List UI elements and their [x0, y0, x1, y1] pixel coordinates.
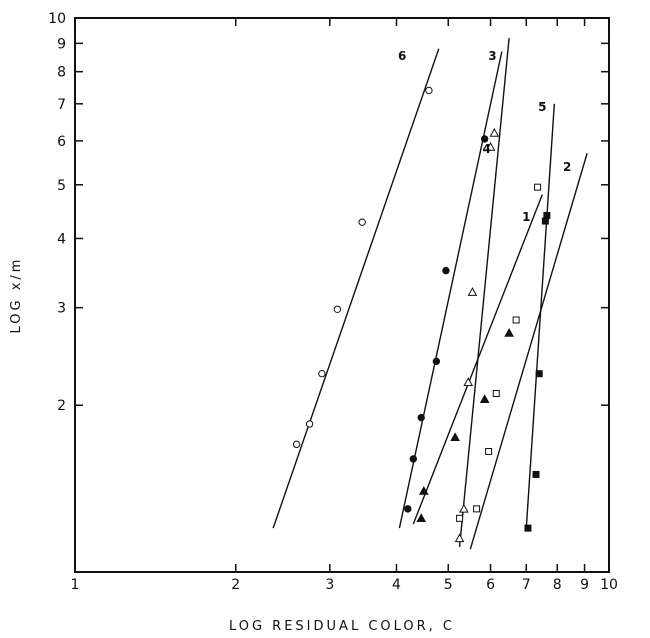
x-tick-label: 6	[486, 577, 495, 593]
data-point-series-1	[479, 394, 490, 403]
x-tick-label: 9	[580, 577, 589, 593]
data-point-series-3	[409, 455, 417, 463]
data-markers	[292, 86, 551, 543]
fit-line-series-3	[398, 51, 503, 529]
line-label-1: 1	[522, 210, 530, 224]
axis-ticks	[74, 17, 610, 572]
data-point-series-6	[292, 440, 301, 449]
y-tick-label: 7	[57, 97, 66, 113]
y-tick-label: 3	[57, 301, 66, 317]
data-point-series-5	[543, 212, 551, 220]
x-tick-label: 3	[325, 577, 334, 593]
data-point-series-4	[485, 141, 496, 151]
x-tick-label: 10	[600, 577, 618, 593]
line-label-3: 3	[488, 49, 496, 63]
data-point-series-4	[463, 377, 474, 386]
y-axis-title: LOG x/m	[9, 257, 24, 334]
data-point-series-2	[485, 448, 493, 456]
data-point-series-4	[489, 127, 500, 137]
data-point-series-6	[318, 370, 326, 378]
x-tick-label: 2	[231, 577, 240, 593]
data-point-series-3	[442, 266, 450, 275]
plot-frame	[74, 17, 610, 573]
x-tick-labels: 1 2 3 4 5 6 7 8 9 10	[71, 577, 618, 593]
y-tick-label: 4	[57, 231, 66, 247]
x-tick-label: 8	[553, 577, 562, 593]
x-tick-label: 1	[71, 577, 80, 593]
data-point-series-2	[534, 183, 542, 191]
data-point-series-3	[480, 135, 489, 143]
line-label-5: 5	[538, 100, 546, 114]
data-point-series-4	[454, 533, 465, 543]
x-tick-label: 7	[522, 577, 531, 593]
y-tick-label: 2	[57, 398, 66, 414]
line-label-4: 4	[482, 142, 490, 156]
fit-line-series-2	[469, 153, 588, 550]
data-point-series-5	[532, 470, 540, 478]
y-tick-labels: 2 3 4 5 6 7 8 9 10	[48, 11, 66, 414]
data-point-series-5	[524, 524, 532, 532]
data-point-series-2	[473, 505, 481, 513]
data-point-series-6	[333, 305, 342, 313]
data-point-series-2	[456, 514, 464, 522]
y-tick-label: 10	[48, 11, 66, 27]
data-point-series-4	[467, 287, 478, 296]
y-tick-label: 6	[57, 134, 66, 150]
data-point-series-2	[512, 316, 520, 324]
x-tick-label: 5	[444, 577, 453, 593]
line-label-2: 2	[563, 160, 571, 174]
y-tick-label: 9	[57, 36, 66, 52]
fit-line-series-1	[412, 194, 543, 525]
x-tick-label: 4	[392, 577, 401, 593]
data-point-series-1	[418, 486, 429, 495]
data-point-series-4	[459, 503, 469, 513]
fit-line-series-5	[525, 103, 556, 529]
data-point-series-1	[504, 327, 514, 337]
y-tick-label: 5	[57, 178, 66, 194]
data-point-series-5	[535, 370, 543, 378]
x-axis-title: LOG RESIDUAL COLOR, C	[229, 619, 455, 634]
data-point-series-3	[432, 357, 441, 366]
data-point-series-6	[425, 86, 433, 95]
data-point-series-2	[492, 389, 500, 397]
data-point-series-3	[417, 413, 425, 422]
fit-line-series-6	[272, 48, 440, 529]
line-label-6: 6	[398, 49, 406, 63]
data-point-series-6	[358, 218, 366, 226]
data-point-series-1	[416, 513, 427, 523]
data-point-series-6	[305, 420, 314, 428]
y-tick-label: 8	[57, 65, 66, 81]
data-point-series-1	[450, 432, 460, 442]
fit-lines	[272, 37, 588, 550]
data-point-series-3	[404, 505, 412, 513]
fit-line-series-4	[458, 37, 510, 547]
line-labels: 6 3 4 5 2 1	[398, 49, 571, 224]
